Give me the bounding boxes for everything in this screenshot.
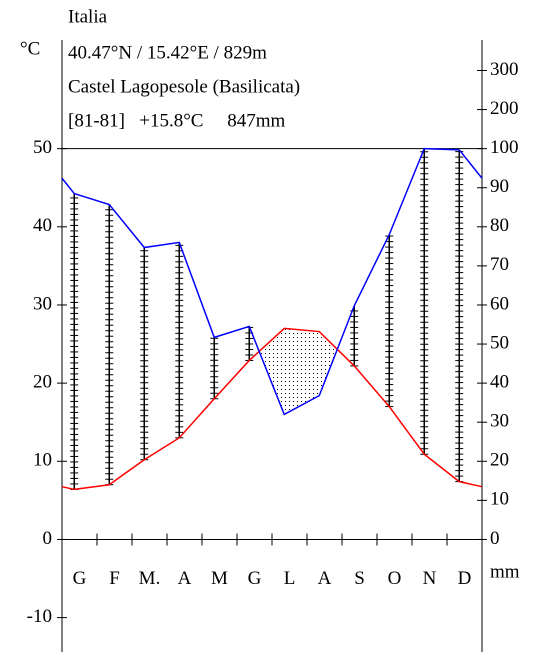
- y2-axis-label: mm: [490, 561, 520, 582]
- x-tick-label: A: [178, 568, 192, 589]
- x-tick-label: G: [248, 568, 262, 589]
- x-tick-label: S: [354, 568, 365, 589]
- y-tick-label: 20: [33, 371, 52, 392]
- x-tick-label: O: [388, 568, 402, 589]
- x-tick-label: L: [284, 568, 296, 589]
- x-tick-label: M.: [139, 568, 161, 589]
- y-tick-label: 50: [33, 137, 52, 158]
- arid-area: [259, 328, 338, 415]
- x-tick-label: F: [109, 568, 120, 589]
- temperature-line: [74, 327, 460, 491]
- y2-tick-label: 50: [490, 332, 509, 353]
- y2-tick-label: 30: [490, 411, 509, 432]
- y-tick-label: 10: [33, 450, 52, 471]
- x-tick-label: A: [318, 568, 332, 589]
- y-tick-label: 0: [43, 528, 53, 549]
- chart-title: Italia: [68, 6, 108, 27]
- y2-tick-label: 200: [490, 98, 519, 119]
- subtitle: [81-81] +15.8°C 847mm: [68, 110, 285, 131]
- y2-tick-label: 90: [490, 176, 509, 197]
- y-tick-label: -10: [27, 606, 52, 627]
- x-tick-label: G: [73, 568, 87, 589]
- edge-segment: [459, 480, 483, 488]
- edge-segment: [61, 177, 75, 195]
- y2-tick-label: 60: [490, 293, 509, 314]
- subtitle: 40.47°N / 15.42°E / 829m: [68, 42, 267, 63]
- y2-tick-label: 0: [490, 528, 500, 549]
- y2-tick-label: 10: [490, 489, 509, 510]
- x-tick-label: N: [423, 568, 437, 589]
- y2-tick-label: 70: [490, 254, 509, 275]
- x-tick-label: M: [211, 568, 228, 589]
- y2-tick-label: 300: [490, 59, 519, 80]
- y2-tick-label: 100: [490, 137, 519, 158]
- precipitation-line: [74, 147, 460, 416]
- y2-tick-label: 80: [490, 215, 509, 236]
- y-tick-label: 40: [33, 215, 52, 236]
- edge-segment: [61, 485, 75, 491]
- subtitle: Castel Lagopesole (Basilicata): [68, 76, 300, 97]
- y2-tick-label: 20: [490, 450, 509, 471]
- y-tick-label: 30: [33, 293, 52, 314]
- x-tick-label: D: [458, 568, 472, 589]
- edge-segment: [458, 149, 483, 179]
- y2-tick-label: 40: [490, 371, 509, 392]
- y-axis-label: °C: [20, 38, 40, 59]
